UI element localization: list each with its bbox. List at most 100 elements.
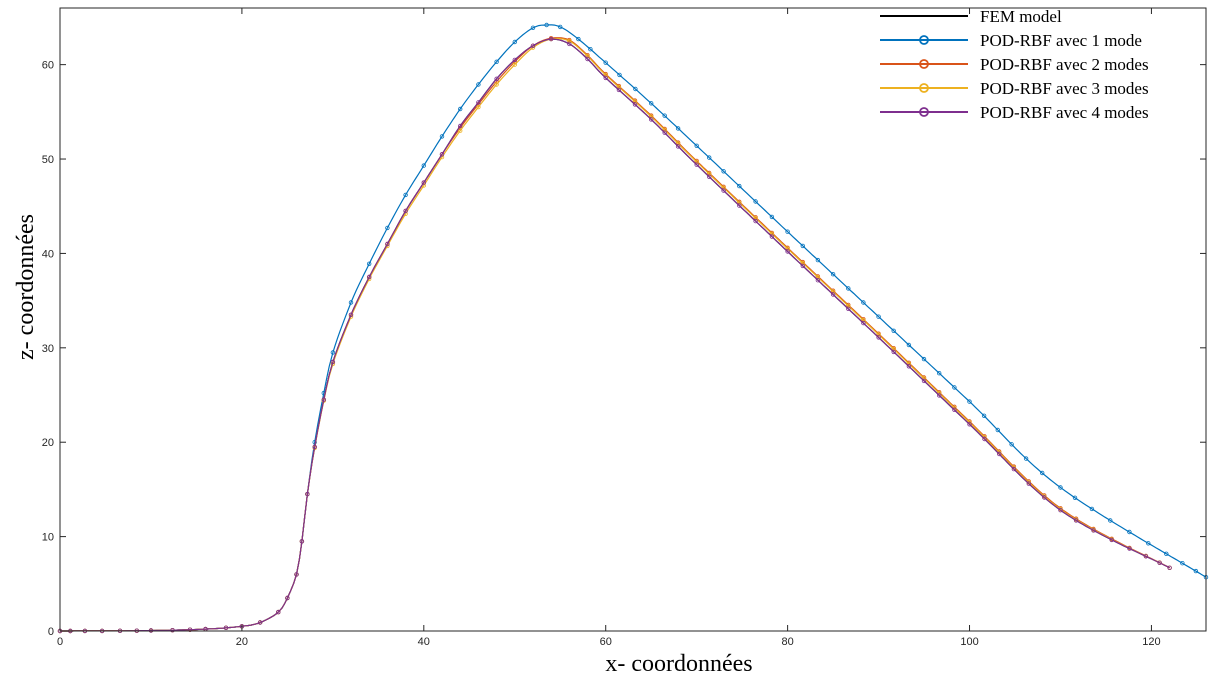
data-point bbox=[861, 318, 866, 323]
data-point bbox=[312, 444, 317, 450]
data-point bbox=[1127, 529, 1132, 535]
data-point bbox=[632, 102, 638, 107]
y-tick-label: 60 bbox=[42, 60, 54, 72]
data-point bbox=[876, 332, 881, 337]
data-point bbox=[649, 117, 654, 122]
data-point bbox=[585, 56, 590, 62]
x-tick-label: 60 bbox=[600, 636, 612, 648]
data-point bbox=[675, 144, 681, 149]
data-point bbox=[830, 289, 836, 294]
y-tick-label: 40 bbox=[42, 248, 54, 260]
x-tick-label: 80 bbox=[781, 636, 793, 648]
data-point bbox=[906, 364, 912, 369]
data-point bbox=[737, 203, 742, 208]
data-point bbox=[753, 199, 758, 204]
data-point bbox=[616, 87, 622, 93]
data-point bbox=[800, 243, 805, 249]
data-point bbox=[1180, 561, 1185, 566]
data-point bbox=[548, 36, 554, 42]
x-axis-label: x- coordonnées bbox=[605, 651, 752, 674]
data-point bbox=[1127, 546, 1132, 551]
data-point bbox=[861, 320, 866, 326]
axes: 0 20 40 60 80 100 120 0 10 20 30 40 50 60 bbox=[42, 7, 1207, 648]
data-point bbox=[675, 126, 681, 131]
data-point bbox=[1058, 508, 1063, 513]
data-point bbox=[576, 36, 581, 42]
data-point bbox=[616, 84, 622, 90]
data-point bbox=[694, 143, 699, 148]
series-line bbox=[60, 38, 1170, 632]
legend-label: POD-RBF avec 4 modes bbox=[980, 103, 1149, 122]
data-point bbox=[1073, 518, 1079, 523]
data-point bbox=[476, 104, 481, 110]
data-point bbox=[921, 378, 927, 384]
data-point bbox=[891, 346, 896, 352]
data-point bbox=[846, 306, 851, 311]
x-tick-label: 120 bbox=[1142, 636, 1160, 648]
data-point bbox=[815, 257, 821, 263]
data-point bbox=[588, 47, 593, 52]
data-point bbox=[494, 76, 499, 81]
data-point bbox=[785, 229, 790, 234]
data-point bbox=[846, 286, 851, 291]
data-point bbox=[367, 274, 372, 280]
data-point bbox=[567, 38, 572, 44]
data-point bbox=[707, 171, 712, 177]
data-point bbox=[512, 62, 517, 67]
data-point bbox=[458, 123, 463, 129]
y-tick-label: 30 bbox=[42, 343, 54, 355]
data-point bbox=[439, 134, 445, 139]
data-point bbox=[891, 328, 896, 333]
y-tick-label: 50 bbox=[42, 154, 54, 166]
data-point bbox=[800, 260, 805, 266]
data-point bbox=[494, 59, 499, 64]
data-point bbox=[876, 335, 881, 340]
data-point bbox=[891, 349, 896, 355]
data-point bbox=[476, 100, 481, 105]
legend-label: FEM model bbox=[980, 7, 1062, 26]
data-point bbox=[830, 272, 836, 277]
data-point bbox=[530, 43, 536, 48]
data-point bbox=[785, 246, 790, 251]
data-point bbox=[585, 53, 590, 59]
data-point bbox=[1039, 470, 1045, 476]
data-point bbox=[952, 385, 957, 390]
data-point bbox=[1026, 481, 1031, 486]
data-point bbox=[1164, 551, 1169, 556]
y-tick-label: 20 bbox=[42, 437, 54, 449]
data-point bbox=[967, 422, 972, 427]
data-point bbox=[830, 292, 836, 297]
data-point bbox=[567, 41, 572, 47]
data-point bbox=[737, 183, 742, 189]
data-point bbox=[1143, 554, 1149, 559]
data-point bbox=[367, 261, 372, 266]
data-point bbox=[981, 413, 987, 418]
data-point bbox=[1146, 541, 1151, 546]
series-line bbox=[60, 37, 1170, 632]
data-point bbox=[707, 174, 712, 179]
data-point bbox=[982, 436, 987, 442]
data-point bbox=[1011, 466, 1017, 472]
legend-marker bbox=[919, 59, 929, 69]
data-point bbox=[846, 303, 851, 309]
data-point bbox=[530, 25, 536, 30]
data-point bbox=[694, 159, 699, 165]
data-point bbox=[512, 57, 517, 63]
data-point bbox=[1042, 495, 1047, 500]
data-point bbox=[603, 75, 608, 81]
data-point bbox=[753, 218, 758, 224]
axes-box bbox=[59, 7, 1207, 632]
data-point bbox=[721, 185, 726, 190]
data-point bbox=[385, 241, 390, 247]
data-point bbox=[649, 114, 654, 119]
data-point bbox=[170, 628, 175, 633]
data-point bbox=[1023, 456, 1029, 461]
series-line bbox=[60, 38, 1170, 632]
data-point bbox=[330, 359, 336, 365]
data-point bbox=[1193, 568, 1199, 574]
data-point bbox=[421, 163, 426, 168]
data-point bbox=[603, 72, 608, 78]
data-point bbox=[257, 620, 263, 625]
data-point bbox=[403, 192, 408, 198]
